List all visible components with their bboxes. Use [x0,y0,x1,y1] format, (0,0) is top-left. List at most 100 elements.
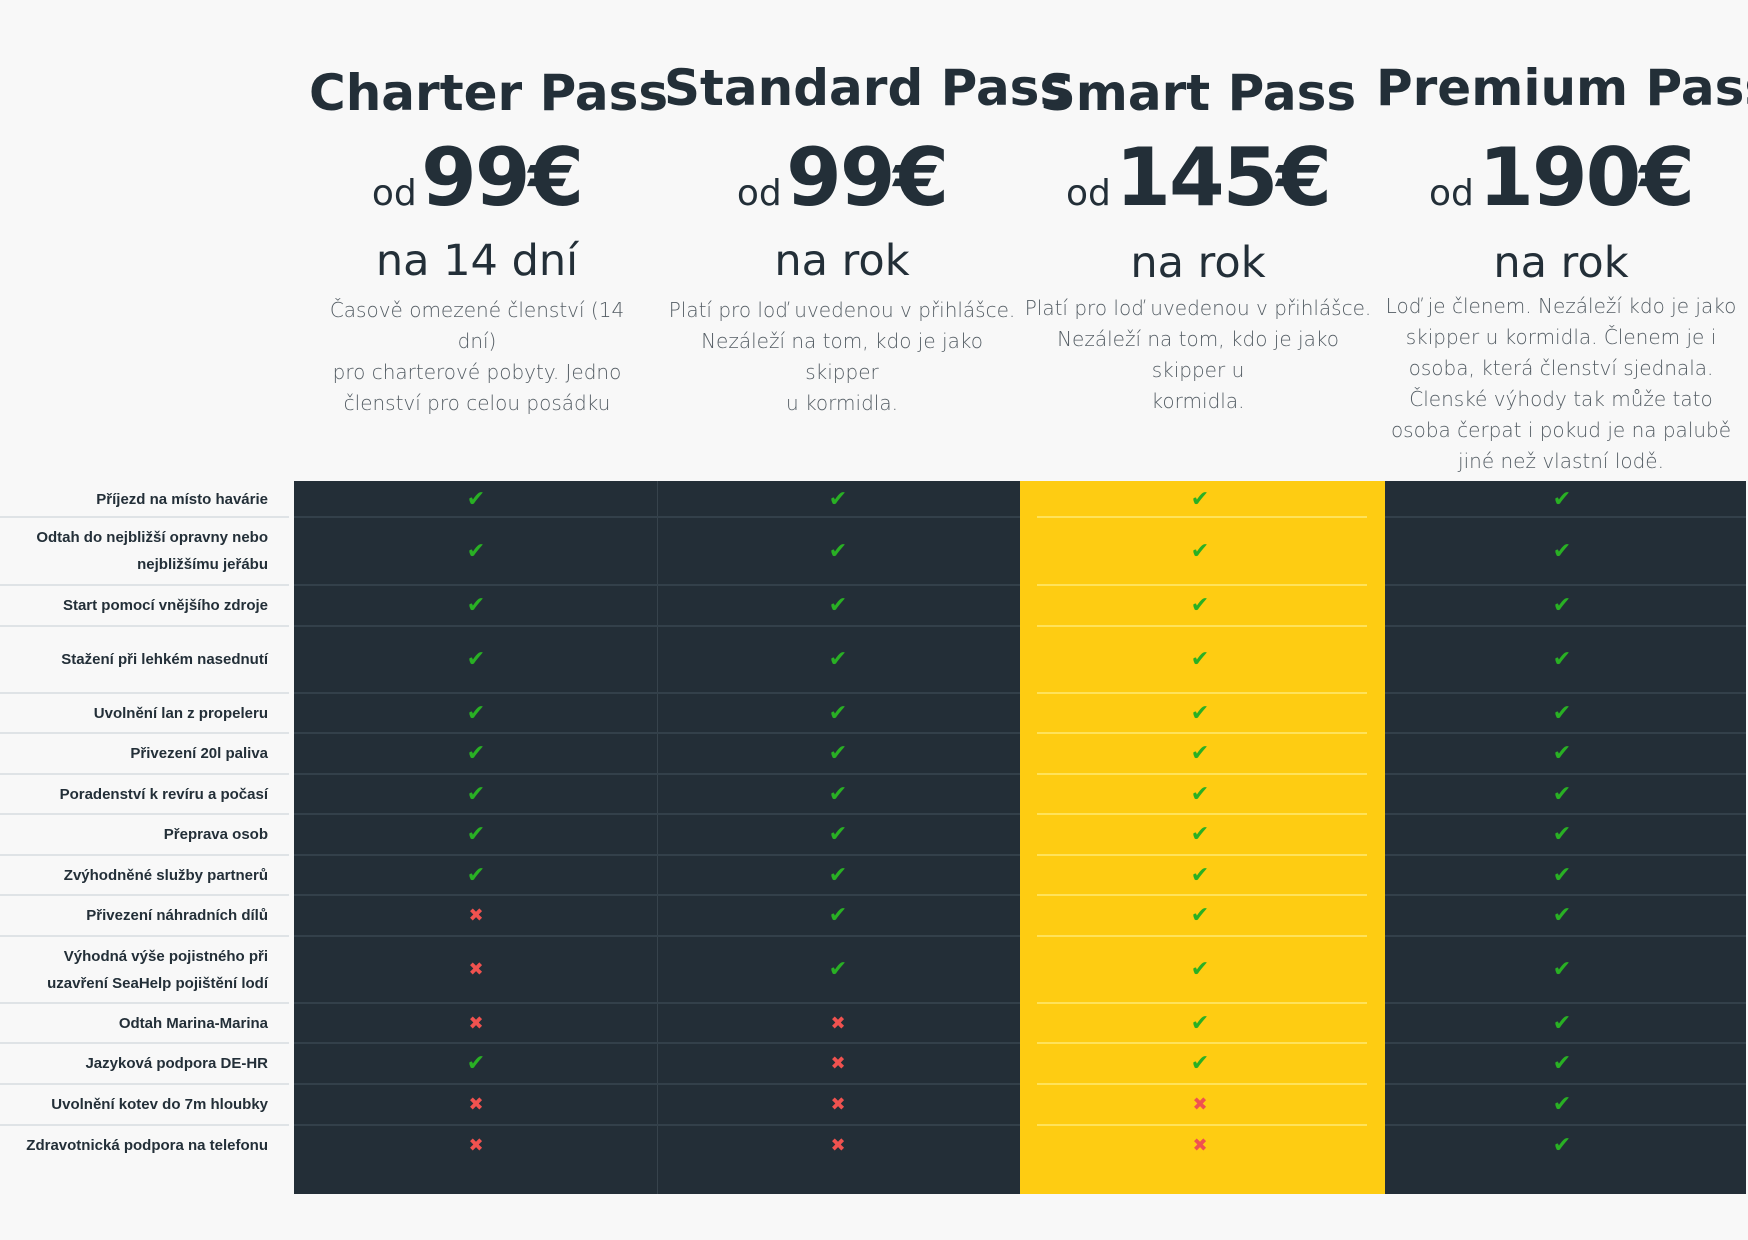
check-icon: ✔ [1190,903,1210,928]
feature-label: Uvolnění lan z propeleru [0,693,268,733]
check-icon: ✔ [1190,957,1210,982]
feature-label: Uvolnění kotev do 7m hloubky [0,1084,268,1125]
row-separator [0,692,289,694]
check-icon: ✔ [828,957,848,982]
description-line: členství pro celou posádku [343,391,611,415]
check-icon: ✔ [1190,700,1210,726]
feature-label-text: Uvolnění kotev do 7m hloubky [51,1091,268,1118]
feature-label-line: Stažení při lehkém nasednutí [61,651,268,668]
feature-label-line: Příjezd na místo havárie [96,490,268,508]
check-icon: ✔ [1552,538,1572,564]
row-separator [1037,625,1367,627]
check-icon: ✔ [466,781,486,807]
feature-label-line: Jazyková podpora DE-HR [85,1055,268,1072]
check-icon: ✔ [1190,1051,1210,1076]
plan-name: Smart Pass [1039,64,1357,122]
description-line: Nezáleží na tom, kdo je jako skipper [701,329,983,384]
row-separator [1037,516,1367,518]
row-separator [1037,732,1367,734]
check-icon: ✔ [466,538,486,564]
feature-label: Výhodná výše pojistného při uzavření SeaH… [0,936,268,1003]
highlighted-plan-column [1020,481,1385,1194]
row-separator [1037,584,1367,586]
row-separator [1385,516,1746,518]
row-separator [0,773,289,775]
feature-label-text: Přeprava osob [164,821,268,848]
plan-description: Platí pro loď uvedenou v přihlášce. Nezá… [1020,293,1376,417]
row-separator [294,692,1020,694]
feature-label-text: Zdravotnická podpora na telefonu [26,1132,268,1159]
cross-icon: ✖ [830,1012,846,1034]
check-icon: ✔ [466,1051,486,1076]
cross-icon: ✖ [830,1094,846,1115]
row-separator [1385,1002,1746,1004]
check-icon: ✔ [1552,593,1572,618]
row-separator [1385,584,1746,586]
feature-label-text: Start pomocí vnějšího zdroje [63,592,268,619]
feature-label: Stažení při lehkém nasednutí [0,626,268,693]
row-separator [0,935,289,937]
row-separator [1385,1124,1746,1126]
feature-label-line: Poradenství k revíru a počasí [59,785,268,803]
check-icon: ✔ [1190,1010,1210,1036]
check-icon: ✔ [1190,862,1210,888]
row-separator [294,1124,1020,1126]
description-line: Loď je členem. Nezáleží kdo je jako [1385,294,1737,318]
plan-name: Charter Pass [309,64,669,122]
description-line: kormidla. [1151,389,1245,413]
feature-label-line: Odtah Marina-Marina [118,1014,268,1032]
row-separator [0,1124,289,1126]
plan-header-charter-pass: Charter Pass od 99€ na 14 dní Časově ome… [309,0,669,419]
description-line: Časově omezené členství (14 dní) [329,298,625,353]
feature-label: Přeprava osob [0,814,268,855]
row-separator [0,894,289,896]
description-line: osoba, která členství sjednala. [1408,356,1714,380]
row-separator [1037,935,1367,937]
row-separator [0,584,289,586]
feature-label: Příjezd na místo havárie [0,481,268,517]
row-separator [1385,813,1746,815]
feature-label: Start pomocí vnějšího zdroje [0,585,268,626]
plan-description: Časově omezené členství (14 dní) pro cha… [309,295,645,419]
plan-price: od 145€ [1020,138,1376,218]
row-separator [1385,1042,1746,1044]
plan-name: Premium Pass [1376,59,1748,117]
check-icon: ✔ [466,822,486,847]
row-separator [1037,1042,1367,1044]
check-icon: ✔ [828,903,848,928]
check-icon: ✔ [828,862,848,888]
description-line: Členské výhody tak může tato [1409,387,1713,411]
feature-label-line: Výhodná výše pojistného při [63,947,268,965]
check-icon: ✔ [828,593,848,618]
row-separator [0,625,289,627]
feature-label: Jazyková podpora DE-HR [0,1043,268,1084]
feature-label: Zvýhodněné služby partnerů [0,855,268,895]
description-line: jiné než vlastní lodě. [1458,449,1664,473]
check-icon: ✔ [466,700,486,726]
plan-header-smart-pass: Smart Pass od 145€ na rok Platí pro loď … [1020,0,1376,417]
row-separator [294,1083,1020,1085]
price-prefix: od [371,173,417,214]
row-separator [0,1002,289,1004]
row-separator [1385,625,1746,627]
price-value: 145€ [1115,131,1332,224]
feature-label: Přivezení náhradních dílů [0,895,268,936]
row-separator [0,1042,289,1044]
row-separator [1037,1124,1367,1126]
plan-header-premium-pass: Premium Pass od 190€ na rok Loď je člene… [1376,0,1748,477]
feature-label-text: Poradenství k revíru a počasí [60,781,268,808]
feature-label: Odtah do nejbližší opravny nebo nejbližší… [0,517,268,585]
price-value: 190€ [1478,131,1695,224]
row-separator [0,1083,289,1085]
row-separator [1037,1083,1367,1085]
check-icon: ✔ [466,647,486,672]
feature-label-line: nejbližšímu jeřábu [137,556,268,573]
feature-label-text: Stažení při lehkém nasednutí [61,646,268,673]
row-separator [294,584,1020,586]
price-prefix: od [736,173,782,214]
column-divider [657,481,658,1194]
check-icon: ✔ [1190,647,1210,672]
feature-label-text: Výhodná výše pojistného při uzavření SeaH… [47,943,268,997]
feature-label-line: Zvýhodněné služby partnerů [63,866,268,884]
